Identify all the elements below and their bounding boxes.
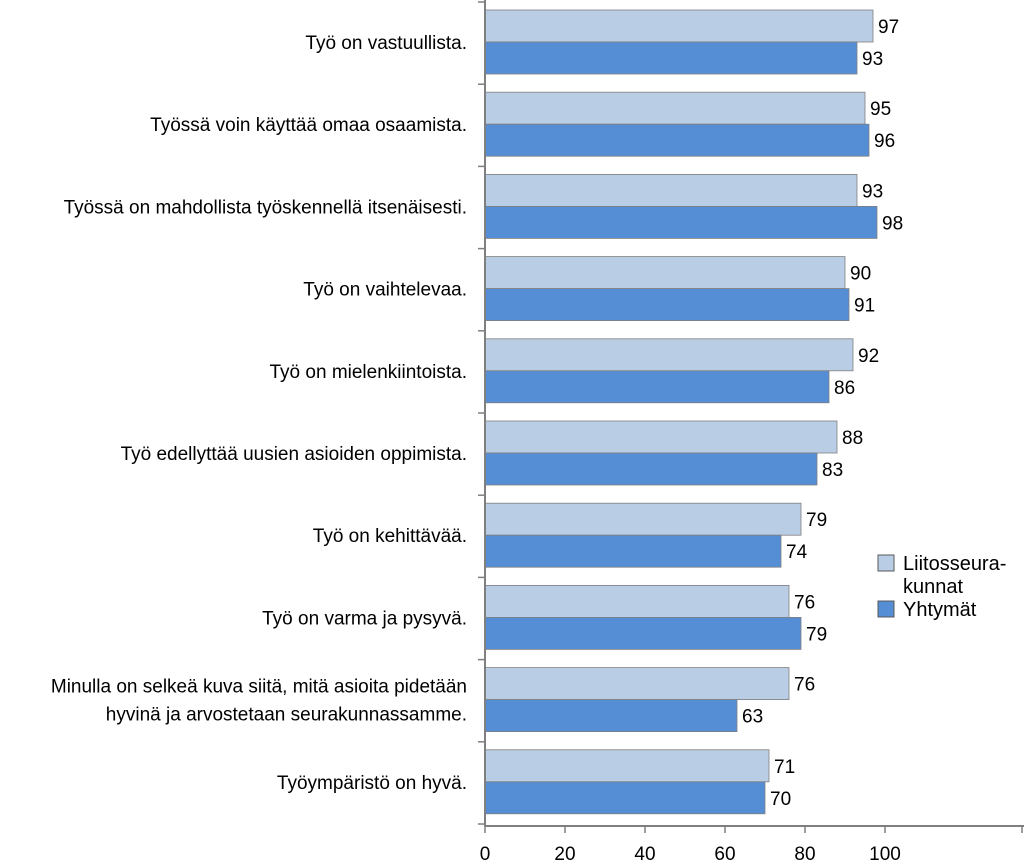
bar-series-2-cat-8: [484, 617, 802, 650]
bar-series-2-cat-6: [484, 452, 818, 486]
data-label-series-2-cat-2: 96: [874, 131, 895, 152]
bar-series-1-cat-10: [484, 749, 770, 783]
bar-series-2-cat-2: [484, 123, 870, 157]
category-label-4: Työ on vaihtelevaa.: [303, 280, 467, 301]
data-label-series-1-cat-10: 71: [774, 757, 795, 778]
bar-series-2-cat-1: [484, 41, 858, 75]
bar-series-2-cat-9: [484, 699, 738, 732]
bar-series-2-cat-3: [484, 205, 878, 239]
legend-swatch-1: [877, 554, 895, 572]
category-label-10: Työympäristö on hyvä.: [277, 773, 467, 794]
data-label-series-2-cat-4: 91: [854, 296, 875, 317]
data-label-series-1-cat-4: 90: [850, 264, 871, 285]
x-tick-label-5: 80: [794, 844, 815, 863]
x-tick-label-2: 20: [554, 844, 575, 863]
x-tick-label-4: 60: [714, 844, 735, 863]
bar-series-2-cat-5: [484, 370, 830, 404]
data-label-series-2-cat-10: 70: [770, 789, 791, 810]
bar-series-1-cat-6: [484, 420, 838, 454]
bar-series-1-cat-1: [484, 9, 874, 43]
data-label-series-1-cat-2: 95: [870, 99, 891, 120]
x-tick-labels: 0 20 40 60 80 100: [480, 826, 901, 863]
legend-swatch-2: [877, 600, 895, 618]
x-tick-label-1: 0: [480, 844, 491, 863]
bar-series-1-cat-4: [484, 256, 846, 290]
data-label-series-2-cat-5: 86: [834, 378, 855, 399]
x-tick-label-6: 100: [869, 844, 901, 863]
data-label-series-1-cat-5: 92: [858, 346, 879, 367]
data-label-series-1-cat-7: 79: [806, 510, 827, 531]
bars: [484, 9, 878, 815]
category-label-6: Työ edellyttää uusien asioiden oppimista…: [121, 444, 467, 465]
category-label-9: Minulla on selkeä kuva siitä, mitä asioi…: [51, 677, 467, 726]
bar-series-1-cat-5: [484, 338, 854, 372]
category-labels: Työ on vastuullista. Työssä voin käyttää …: [51, 33, 467, 794]
bar-series-1-cat-9: [484, 667, 790, 700]
data-label-series-1-cat-8: 76: [794, 592, 815, 613]
category-label-7: Työ on kehittävää.: [313, 526, 467, 547]
legend-label-1: Liitosseura-kunnat: [903, 553, 1006, 598]
data-label-series-1-cat-1: 97: [878, 17, 899, 38]
data-label-series-1-cat-3: 93: [862, 181, 883, 202]
bar-series-1-cat-7: [484, 502, 802, 536]
data-label-series-2-cat-3: 98: [882, 213, 903, 234]
category-label-2: Työssä voin käyttää omaa osaamista.: [150, 115, 467, 136]
category-label-5: Työ on mielenkiintoista.: [270, 362, 468, 383]
data-label-series-2-cat-9: 63: [742, 707, 763, 728]
bar-series-2-cat-7: [484, 534, 782, 568]
legend-label-2: Yhtymät: [903, 599, 977, 621]
category-label-1: Työ on vastuullista.: [305, 33, 467, 54]
data-label-series-2-cat-1: 93: [862, 49, 883, 70]
data-label-series-2-cat-8: 79: [806, 624, 827, 645]
data-label-series-1-cat-6: 88: [842, 428, 863, 449]
bar-series-2-cat-4: [484, 288, 850, 322]
data-label-series-1-cat-9: 76: [794, 675, 815, 696]
data-label-series-2-cat-7: 74: [786, 542, 808, 563]
x-tick-label-3: 40: [634, 844, 655, 863]
bar-series-1-cat-2: [484, 91, 866, 125]
bar-series-1-cat-3: [484, 173, 858, 207]
bar-series-2-cat-10: [484, 781, 766, 815]
category-label-3: Työssä on mahdollista työskennellä itsen…: [64, 197, 467, 218]
category-label-8: Työ on varma ja pysyvä.: [262, 608, 467, 629]
data-label-series-2-cat-6: 83: [822, 460, 843, 481]
bar-series-1-cat-8: [484, 585, 790, 618]
